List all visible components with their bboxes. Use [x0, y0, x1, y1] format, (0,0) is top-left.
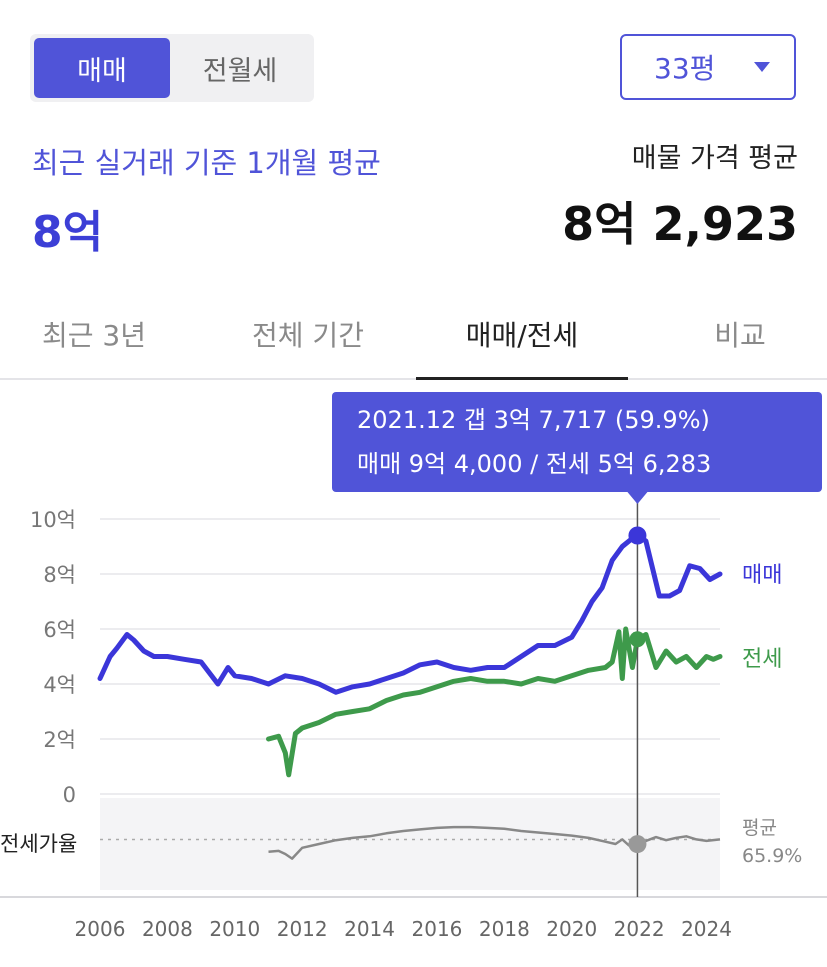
x-tick-label: 2010 — [209, 917, 260, 941]
y-tick-label: 6억 — [43, 618, 76, 642]
tab-sale-jeonse[interactable]: 매매/전세 — [416, 290, 628, 380]
series-line-ratio — [268, 825, 721, 860]
tooltip-pointer — [627, 492, 648, 504]
x-tick-label: 2016 — [412, 917, 463, 941]
tab-buy-sell[interactable]: 매매 — [34, 38, 170, 98]
x-tick-label: 2012 — [277, 917, 328, 941]
tooltip-box — [332, 392, 822, 492]
tab-recent-3y[interactable]: 최근 3년 — [42, 319, 146, 352]
series-label-jeonse: 전세 — [742, 647, 782, 672]
x-tick-label: 2014 — [344, 917, 395, 941]
listing-price-label: 매물 가격 평균 — [631, 143, 798, 174]
size-select-value: 33평 — [654, 52, 716, 85]
tab-rent[interactable]: 전월세 — [202, 55, 278, 87]
recent-trade-value: 8억 — [32, 207, 104, 258]
tooltip-line-gap: 2021.12 갭 3억 7,717 (59.9%) — [357, 406, 710, 434]
recent-trade-label: 최근 실거래 기준 1개월 평균 — [32, 146, 381, 180]
marker-sale — [628, 526, 647, 545]
listing-price-value: 8억 2,923 — [562, 197, 798, 251]
y-tick-label: 0 — [63, 783, 76, 807]
marker-jeonse — [629, 631, 646, 648]
y-tick-label: 10억 — [30, 508, 76, 532]
x-tick-label: 2020 — [546, 917, 597, 941]
series-label-sale: 매매 — [742, 563, 782, 588]
tab-all-period[interactable]: 전체 기간 — [252, 319, 364, 352]
y-tick-label: 8억 — [43, 563, 76, 587]
series-line-jeonse — [266, 626, 723, 778]
x-tick-label: 2008 — [142, 917, 193, 941]
marker-ratio — [628, 835, 647, 854]
series-line-sale — [97, 533, 723, 695]
ratio-panel-label: 전세가율 — [0, 832, 77, 856]
x-tick-label: 2022 — [614, 917, 665, 941]
tab-compare[interactable]: 비교 — [714, 319, 766, 352]
ratio-average-value: 65.9% — [742, 845, 802, 867]
size-select[interactable]: 33평 — [620, 34, 796, 100]
y-tick-label: 2억 — [43, 728, 76, 752]
chevron-down-icon — [754, 62, 770, 72]
trade-type-toggle: 매매 전월세 — [30, 34, 314, 102]
x-tick-label: 2006 — [75, 917, 126, 941]
y-tick-label: 4억 — [43, 673, 76, 697]
x-tick-label: 2018 — [479, 917, 530, 941]
x-tick-label: 2024 — [681, 917, 732, 941]
ratio-average-label: 평균 — [742, 817, 777, 839]
period-tabs: 최근 3년 전체 기간 매매/전세 비교 — [0, 290, 827, 380]
tooltip-line-prices: 매매 9억 4,000 / 전세 5억 6,283 — [357, 450, 711, 478]
